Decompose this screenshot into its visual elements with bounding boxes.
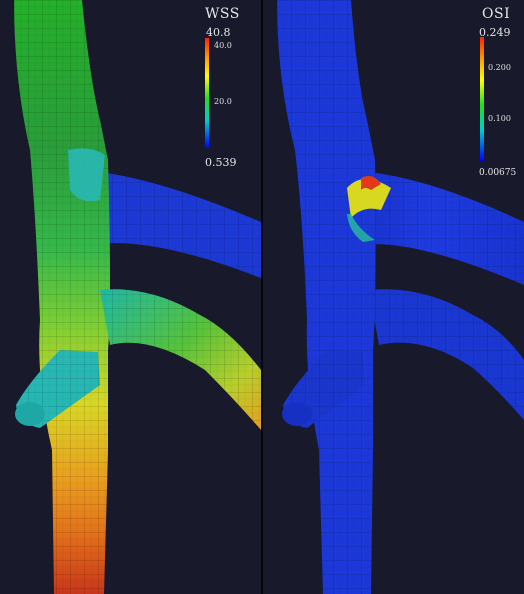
osi-max-value: 0.249 <box>479 26 511 39</box>
osi-vessel-model[interactable] <box>263 0 524 594</box>
high-osi-patch <box>347 179 391 218</box>
viewport-divider <box>261 0 263 594</box>
wss-colorbar <box>205 38 209 148</box>
osi-colorbar <box>480 37 484 161</box>
wss-vessel-model[interactable] <box>0 0 261 594</box>
wss-min-value: 0.539 <box>205 156 237 169</box>
osi-tick-high: 0.200 <box>488 63 511 72</box>
wss-viewport[interactable]: WSS 40.8 40.0 20.0 0.539 <box>0 0 261 594</box>
wss-tick-high: 40.0 <box>214 41 232 50</box>
osi-title: OSI <box>482 6 511 22</box>
osi-viewport[interactable]: OSI 0.249 0.200 0.100 0.00675 <box>263 0 524 594</box>
osi-tick-mid: 0.100 <box>488 114 511 123</box>
wss-title: WSS <box>205 6 240 22</box>
wss-tick-mid: 20.0 <box>214 97 232 106</box>
left-branch-opening <box>282 402 312 426</box>
bifurcation-patch <box>68 148 105 202</box>
left-branch-opening <box>15 402 45 426</box>
osi-min-value: 0.00675 <box>479 168 517 178</box>
wss-max-value: 40.8 <box>206 26 231 39</box>
